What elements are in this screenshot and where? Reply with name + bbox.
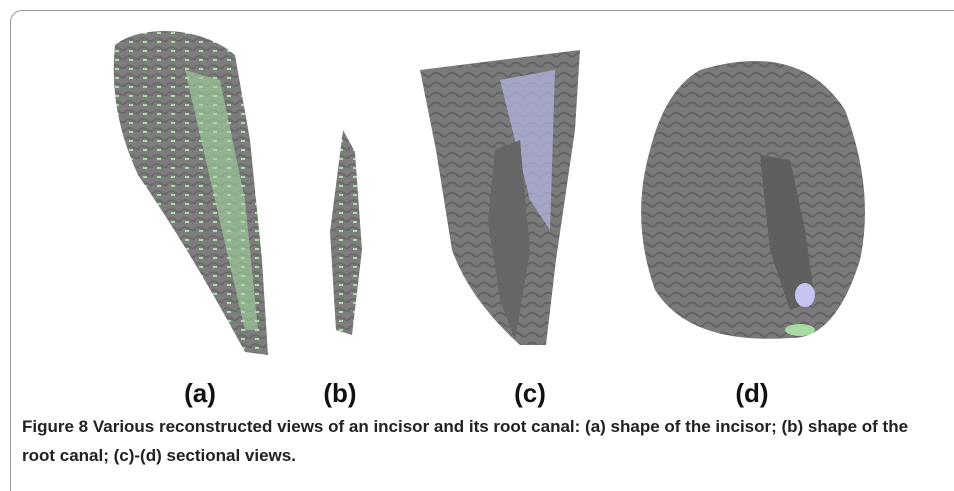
panel-c-image: [420, 50, 580, 345]
panel-label: (c): [514, 378, 546, 408]
panel-b-image: [330, 130, 362, 335]
panel-label: (d): [735, 378, 768, 408]
page: (a) (b) (c) (d) Figure 8 Various reconst…: [0, 0, 954, 479]
panel-d-image: [641, 61, 865, 339]
panel-a-image: [114, 31, 268, 355]
figure-caption: Figure 8 Various reconstructed views of …: [22, 412, 922, 470]
panel-label: (a): [184, 378, 216, 408]
panel-label: (b): [323, 378, 356, 408]
figure-image: (a) (b) (c) (d): [0, 0, 954, 410]
